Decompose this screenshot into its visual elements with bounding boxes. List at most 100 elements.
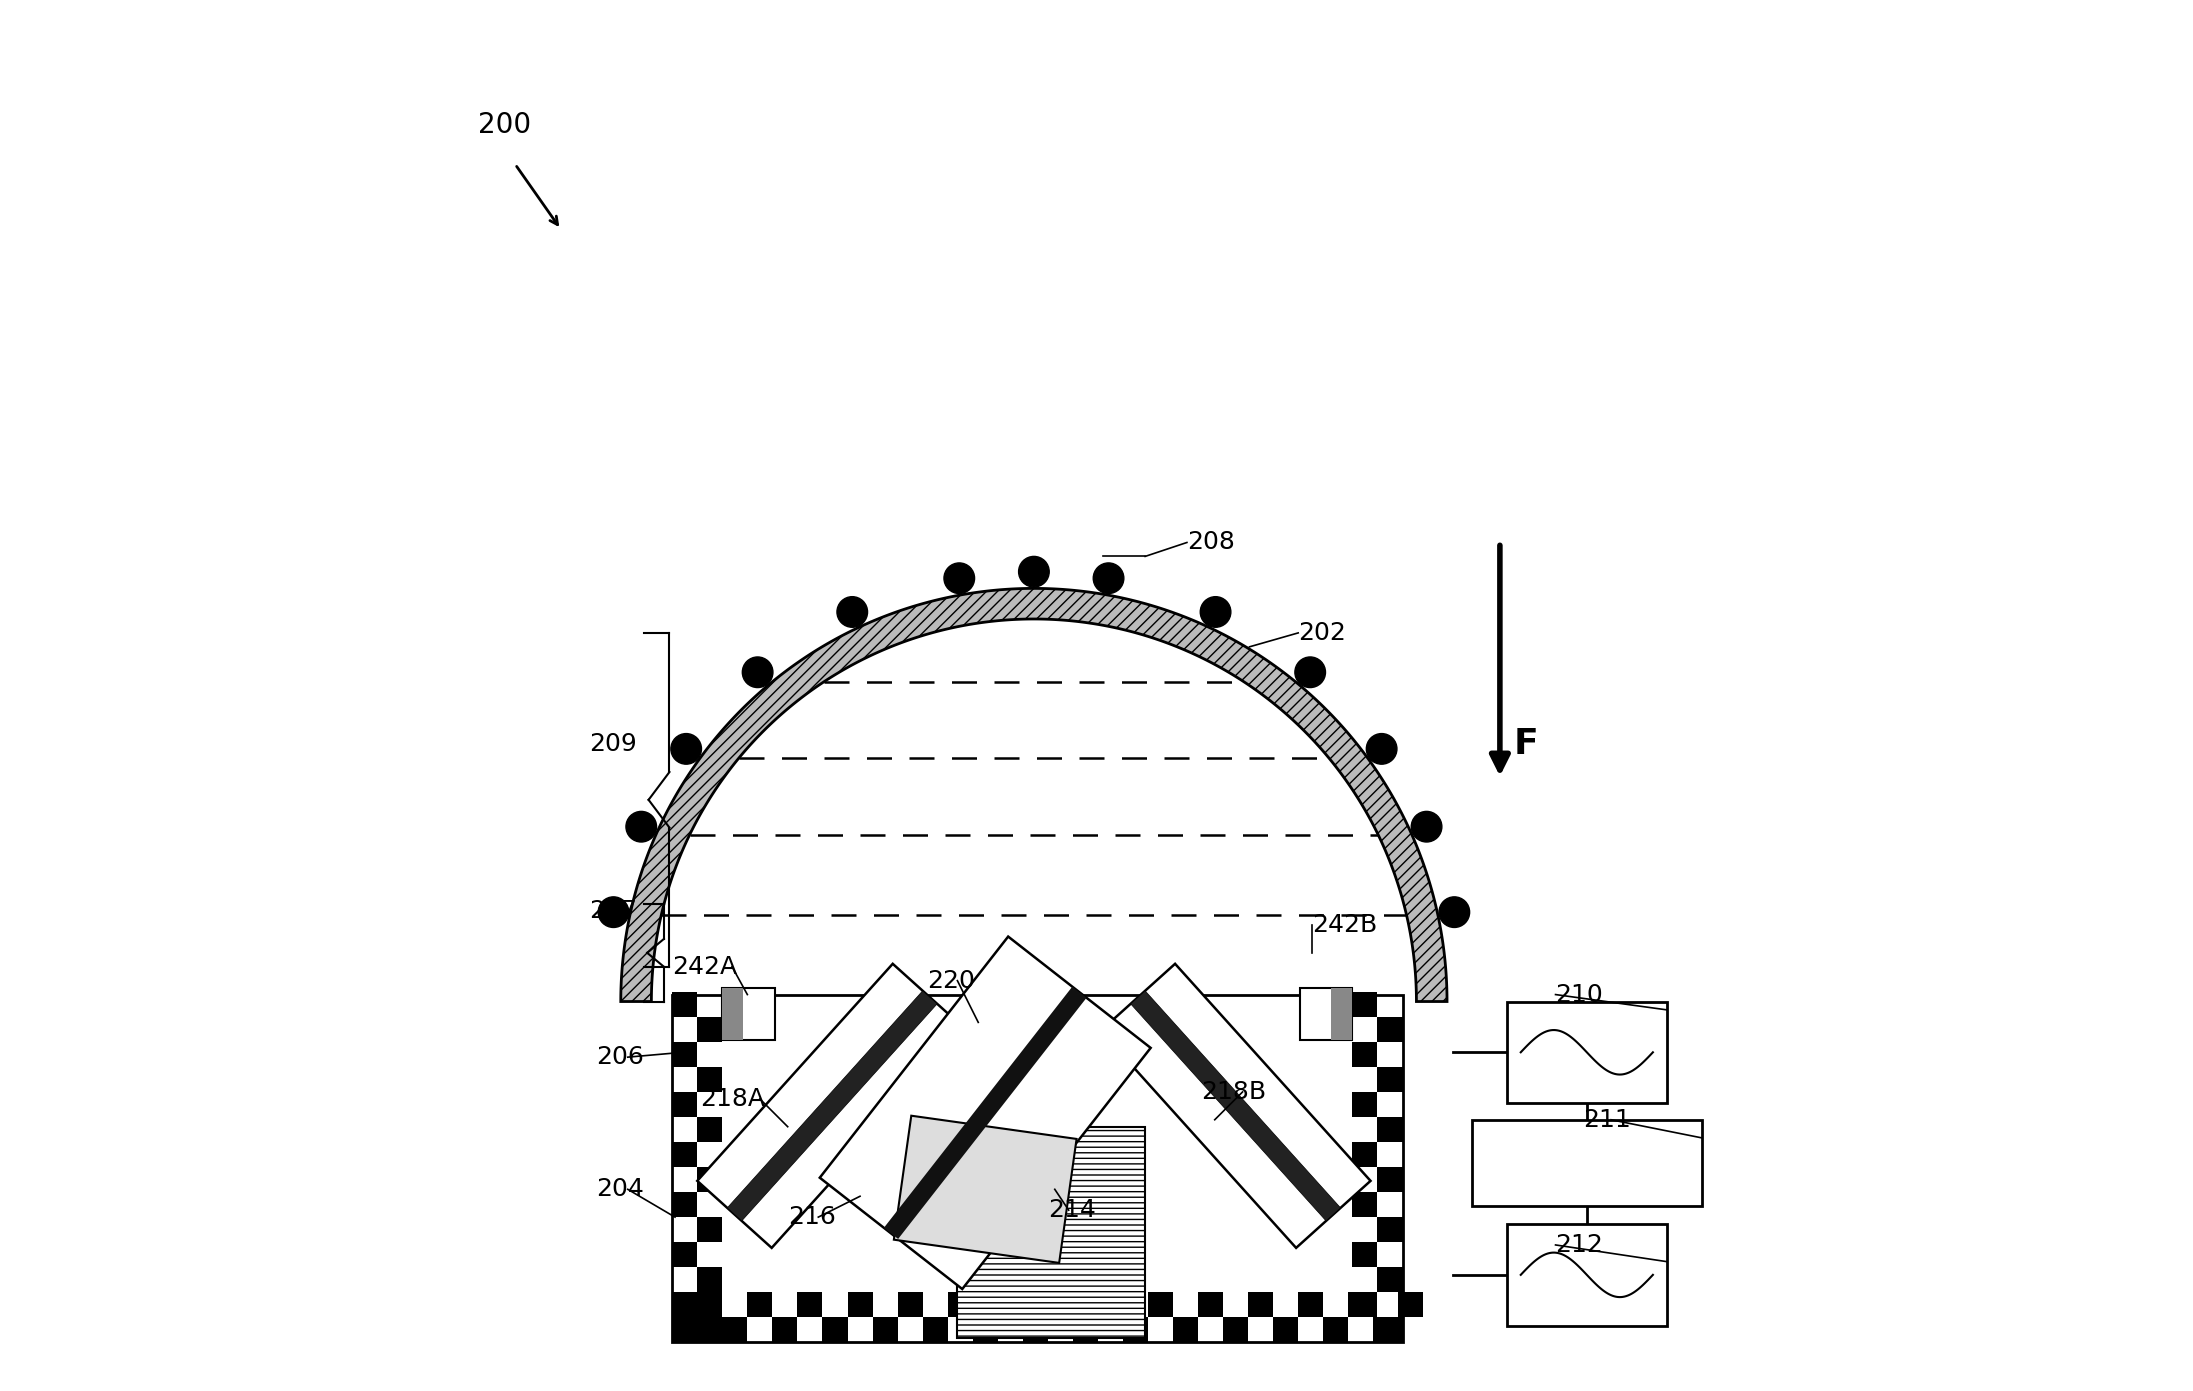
- Circle shape: [943, 563, 974, 594]
- Text: 220: 220: [928, 968, 974, 993]
- Bar: [958, 1127, 1145, 1338]
- Text: 206: 206: [596, 1045, 643, 1070]
- Bar: [1377, 1167, 1404, 1192]
- Bar: [1353, 1292, 1377, 1317]
- Bar: [822, 1317, 846, 1342]
- Text: 209: 209: [588, 732, 636, 757]
- Text: 242B: 242B: [1311, 912, 1377, 938]
- Bar: [1399, 1292, 1423, 1317]
- Bar: [697, 1267, 721, 1292]
- Bar: [748, 1292, 772, 1317]
- Bar: [974, 1317, 998, 1342]
- Polygon shape: [895, 1116, 1077, 1263]
- Bar: [1099, 1292, 1123, 1317]
- Circle shape: [1018, 556, 1048, 587]
- Bar: [873, 1317, 897, 1342]
- Text: 247: 247: [588, 899, 636, 924]
- Text: F: F: [1513, 727, 1539, 761]
- Bar: [673, 1292, 697, 1317]
- Polygon shape: [1132, 990, 1340, 1221]
- Bar: [721, 988, 774, 1040]
- Bar: [673, 992, 697, 1017]
- Bar: [1123, 1317, 1147, 1342]
- Text: 202: 202: [1298, 620, 1347, 645]
- Bar: [1274, 1317, 1298, 1342]
- Bar: [1353, 1192, 1377, 1217]
- Bar: [897, 1292, 923, 1317]
- Circle shape: [1366, 733, 1397, 764]
- Circle shape: [1412, 811, 1441, 842]
- Bar: [1248, 1292, 1274, 1317]
- Circle shape: [1094, 563, 1123, 594]
- Text: 210: 210: [1555, 982, 1603, 1007]
- Text: 242A: 242A: [673, 954, 737, 979]
- Bar: [846, 1292, 873, 1317]
- Bar: [1331, 988, 1353, 1040]
- Bar: [798, 1292, 822, 1317]
- Bar: [998, 1292, 1022, 1317]
- Bar: [1072, 1317, 1099, 1342]
- Text: 218A: 218A: [700, 1086, 765, 1111]
- Bar: [697, 1067, 721, 1092]
- Bar: [1322, 1317, 1349, 1342]
- Bar: [1353, 1242, 1377, 1267]
- Text: 212: 212: [1555, 1232, 1603, 1257]
- Bar: [1300, 988, 1353, 1040]
- Bar: [1377, 1217, 1404, 1242]
- Circle shape: [625, 811, 656, 842]
- Polygon shape: [728, 990, 936, 1221]
- Bar: [1298, 1292, 1322, 1317]
- Bar: [673, 1317, 697, 1342]
- Bar: [772, 1317, 798, 1342]
- Bar: [1373, 1317, 1399, 1342]
- Text: 204: 204: [596, 1177, 643, 1202]
- Text: 214: 214: [1048, 1198, 1096, 1223]
- Bar: [1377, 1117, 1404, 1142]
- Bar: [697, 1217, 721, 1242]
- Text: 218B: 218B: [1202, 1079, 1265, 1104]
- Bar: [1507, 1002, 1667, 1103]
- Polygon shape: [697, 964, 967, 1248]
- Bar: [1353, 1042, 1377, 1067]
- Bar: [1224, 1317, 1248, 1342]
- Bar: [673, 1042, 697, 1067]
- Bar: [673, 1192, 697, 1217]
- Bar: [697, 1317, 721, 1342]
- Bar: [1173, 1317, 1197, 1342]
- Bar: [1353, 1142, 1377, 1167]
- Bar: [1377, 1317, 1404, 1342]
- Bar: [923, 1317, 947, 1342]
- Bar: [673, 1242, 697, 1267]
- Polygon shape: [621, 588, 1447, 1002]
- Bar: [721, 988, 743, 1040]
- Bar: [697, 1292, 721, 1317]
- Polygon shape: [820, 936, 1151, 1289]
- Bar: [1349, 1292, 1373, 1317]
- Bar: [1377, 1017, 1404, 1042]
- Bar: [697, 1117, 721, 1142]
- Bar: [697, 1167, 721, 1192]
- Bar: [673, 1092, 697, 1117]
- Bar: [947, 1292, 974, 1317]
- Bar: [721, 1317, 748, 1342]
- Polygon shape: [884, 986, 1086, 1239]
- Bar: [1197, 1292, 1224, 1317]
- Bar: [1377, 1267, 1404, 1292]
- Text: 216: 216: [787, 1205, 836, 1230]
- Circle shape: [838, 597, 868, 627]
- Bar: [1377, 1067, 1404, 1092]
- Text: 200: 200: [478, 111, 531, 139]
- Bar: [673, 1142, 697, 1167]
- Circle shape: [599, 897, 629, 928]
- Bar: [1353, 1092, 1377, 1117]
- Circle shape: [1294, 657, 1325, 687]
- Circle shape: [671, 733, 702, 764]
- Bar: [1353, 992, 1377, 1017]
- Circle shape: [1200, 597, 1230, 627]
- Bar: [1048, 1292, 1072, 1317]
- Bar: [1507, 1224, 1667, 1326]
- Circle shape: [741, 657, 772, 687]
- Polygon shape: [1101, 964, 1371, 1248]
- Circle shape: [1439, 897, 1469, 928]
- Bar: [1022, 1317, 1048, 1342]
